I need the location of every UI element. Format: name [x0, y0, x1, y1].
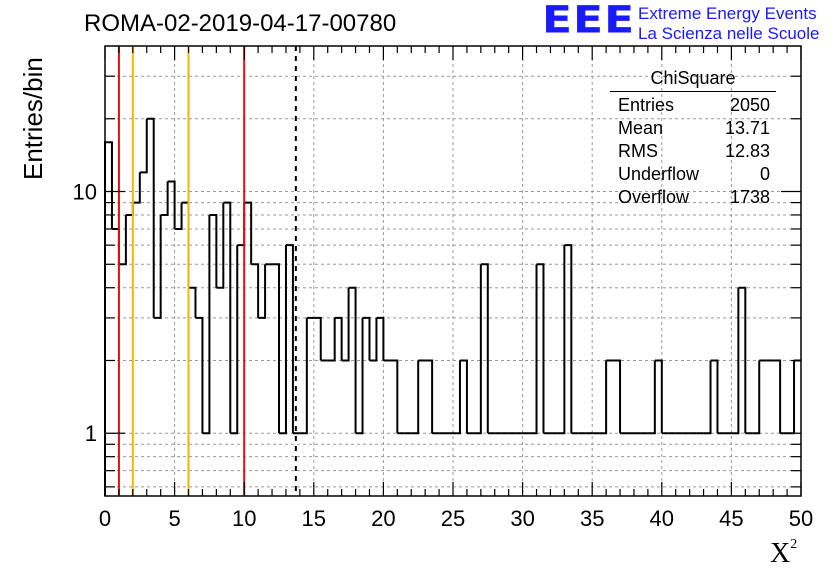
histogram-bin — [272, 263, 280, 434]
histogram-bin — [376, 316, 385, 361]
histogram-bin — [160, 181, 169, 216]
histogram-bin — [167, 180, 176, 229]
x-tick-label: 0 — [99, 506, 111, 531]
y-tick-label: 1 — [85, 421, 97, 446]
histogram-bin — [223, 201, 232, 434]
histogram-bin — [557, 245, 566, 435]
histogram-bin — [195, 316, 204, 434]
stats-box-title: ChiSquare — [610, 68, 776, 92]
histogram-bin — [146, 117, 155, 318]
histogram-bin — [237, 202, 246, 247]
stats-row-underflow: Underflow 0 — [610, 163, 776, 186]
histogram-bin — [529, 264, 538, 435]
x-tick-label: 20 — [371, 506, 395, 531]
y-tick-label: 10 — [73, 180, 97, 205]
histogram-bin — [599, 360, 608, 435]
histogram-bin — [710, 359, 719, 434]
eee-logo: EEE — [542, 0, 636, 42]
stats-row-mean: Mean 13.71 — [610, 117, 776, 140]
x-axis-label-base: X — [770, 538, 791, 569]
stats-label: Overflow — [618, 187, 690, 207]
histogram-bin — [369, 317, 378, 362]
histogram-bin — [613, 359, 622, 434]
stats-label: Entries — [618, 95, 675, 115]
histogram-bin — [216, 202, 225, 289]
histogram-bin — [738, 286, 747, 434]
x-axis-label-exponent: 2 — [790, 537, 798, 552]
x-tick-label: 45 — [719, 506, 743, 531]
stats-value: 12.83 — [724, 141, 770, 161]
stats-value: 13.71 — [724, 118, 770, 138]
x-tick-label: 35 — [580, 506, 604, 531]
histogram-bin — [258, 264, 267, 319]
histogram-bin — [787, 360, 796, 435]
x-tick-label: 15 — [302, 506, 326, 531]
stats-value: 0 — [759, 164, 770, 184]
histogram-bin — [362, 316, 371, 361]
x-tick-label: 5 — [168, 506, 180, 531]
histogram-bin — [654, 359, 663, 434]
histogram-bin — [341, 287, 350, 362]
histogram-bin — [773, 359, 782, 434]
plot-title: ROMA-02-2019-04-17-00780 — [84, 10, 397, 37]
histogram-bin — [125, 202, 134, 216]
stats-label: Underflow — [618, 164, 700, 184]
stats-label: Mean — [618, 118, 664, 138]
histogram-bin — [473, 264, 482, 435]
histogram-bin — [279, 245, 287, 435]
histogram-bin — [480, 263, 489, 434]
histogram-bin — [299, 317, 308, 435]
histogram-bin — [647, 360, 656, 435]
histogram-bin — [327, 317, 336, 362]
histogram-bin — [425, 359, 434, 434]
x-tick-label: 50 — [789, 506, 813, 531]
stats-row-overflow: Overflow 1738 — [610, 186, 776, 209]
histogram-bin — [285, 244, 294, 434]
histogram-bin — [209, 213, 218, 288]
histogram-bin — [334, 316, 343, 361]
logo-subtitle-line2: La Scienza nelle Scuole — [638, 24, 820, 43]
histogram-bin — [251, 263, 260, 318]
stats-value: 2050 — [729, 95, 770, 115]
histogram-bin — [244, 201, 253, 265]
logo-subtitle-line1: Extreme Energy Events — [638, 4, 817, 23]
histogram-bin — [411, 360, 420, 435]
x-tick-label: 10 — [232, 506, 256, 531]
histogram-bin — [564, 244, 573, 434]
histogram-bin — [313, 316, 322, 361]
histogram-bin — [132, 172, 141, 204]
histogram-bin — [202, 214, 211, 435]
histogram-bin — [752, 360, 761, 435]
histogram-bin — [104, 141, 113, 496]
histogram-bin — [174, 202, 183, 230]
histogram-bin — [453, 360, 461, 435]
stats-label: RMS — [618, 141, 658, 161]
histogram-bin — [348, 286, 357, 434]
histogram-bin — [139, 118, 148, 174]
histogram-bin — [230, 245, 239, 435]
histogram-bin — [390, 359, 399, 434]
histogram-bin — [355, 317, 364, 435]
histogram-bin — [459, 359, 468, 434]
histogram-bin — [153, 214, 162, 319]
x-axis-label: X2 — [770, 537, 797, 570]
stats-value: 1738 — [729, 187, 770, 207]
stats-row-rms: RMS 12.83 — [610, 140, 776, 163]
histogram-bin — [188, 286, 197, 318]
stats-row-entries: Entries 2050 — [610, 94, 776, 117]
histogram-bin — [703, 360, 712, 435]
histogram-bin — [731, 287, 740, 435]
x-tick-label: 40 — [650, 506, 674, 531]
stats-box: ChiSquare Entries 2050 Mean 13.71 RMS 12.83… — [610, 68, 776, 209]
x-tick-label: 25 — [441, 506, 465, 531]
histogram-bin — [118, 214, 127, 266]
histogram-bin — [536, 263, 545, 434]
x-tick-label: 30 — [510, 506, 534, 531]
histogram-bin — [111, 227, 120, 265]
